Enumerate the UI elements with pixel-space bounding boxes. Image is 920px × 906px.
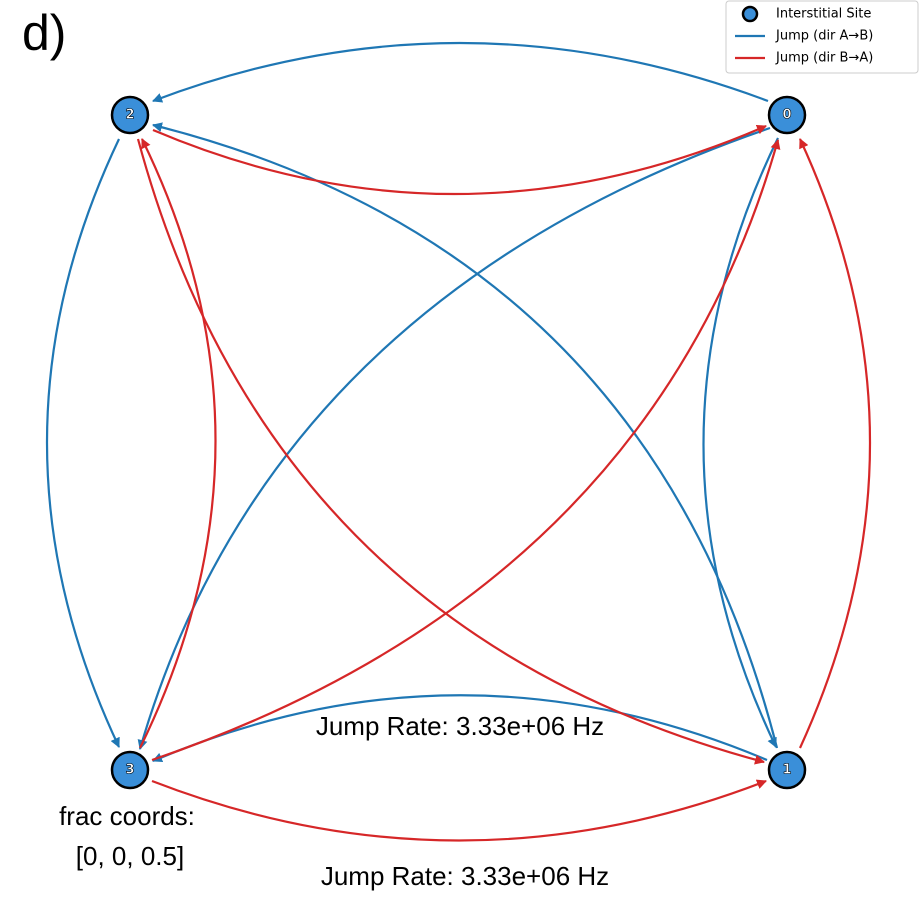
edge: [152, 122, 779, 749]
edge: [45, 138, 120, 748]
node: [110, 95, 150, 135]
rate-label: Jump Rate: 3.33e+06 Hz: [321, 861, 609, 891]
nodes: 0 1 2 3: [110, 95, 807, 790]
legend-label: Jump (dir B→A): [775, 51, 873, 66]
legend-label: Jump (dir A→B): [775, 29, 873, 44]
legend-box: [725, 0, 919, 74]
edge: [136, 138, 765, 765]
edge: [151, 779, 767, 842]
legend-label: Interstitial Site: [776, 7, 871, 22]
coords-title: frac coords:: [59, 801, 195, 831]
rate-label: Jump Rate: 3.33e+06 Hz: [316, 711, 604, 741]
node-label: 2: [125, 108, 134, 123]
node: [110, 750, 150, 790]
node-label: 1: [782, 763, 791, 778]
edge: [139, 138, 217, 749]
node-label: 0: [782, 108, 791, 123]
node: [767, 750, 807, 790]
legend-swatch: [741, 5, 759, 23]
edges: [45, 41, 872, 842]
node: [767, 95, 807, 135]
edge: [137, 126, 771, 750]
edge: [151, 139, 781, 762]
edge: [798, 138, 872, 749]
panel-label: d): [22, 5, 66, 61]
edge: [152, 41, 769, 103]
coords-value: [0, 0, 0.5]: [76, 841, 184, 871]
node-label: 3: [125, 763, 134, 778]
edge: [152, 124, 767, 196]
legend: Interstitial Site Jump (dir A→B) Jump (d…: [725, 0, 919, 74]
edge: [702, 137, 779, 748]
edge: [152, 694, 768, 763]
